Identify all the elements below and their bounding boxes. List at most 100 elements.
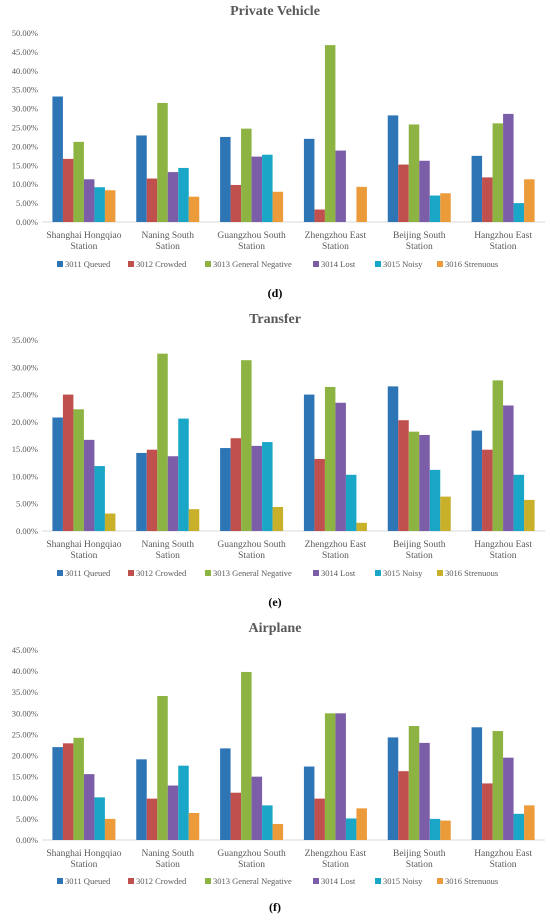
bar: [94, 797, 105, 840]
legend-swatch: [313, 878, 319, 884]
bar: [167, 456, 179, 531]
bar: [94, 187, 105, 222]
legend-label: 3016 Strenuous: [445, 259, 498, 269]
bar: [52, 96, 63, 222]
bar: [471, 430, 483, 531]
bar: [62, 158, 74, 222]
bar: [408, 431, 420, 531]
legend-swatch: [57, 878, 63, 884]
bar: [73, 737, 84, 840]
y-tick-label: 15.00%: [12, 160, 38, 170]
legend-label: 3016 Strenuous: [445, 568, 498, 578]
bar: [387, 115, 399, 222]
y-tick-label: 5.00%: [16, 499, 38, 509]
x-tick-label: Shanghai Hongqiao Station: [46, 540, 121, 561]
bar: [262, 442, 273, 531]
bar: [220, 748, 231, 840]
bar: [157, 353, 168, 531]
bar: [345, 474, 357, 531]
panel-label: (f): [269, 900, 281, 914]
bar: [73, 409, 84, 531]
bar: [492, 731, 504, 840]
bar: [62, 394, 74, 531]
bar: [356, 186, 367, 222]
legend-label: 3012 Crowded: [136, 259, 187, 269]
y-tick-label: 0.00%: [16, 217, 38, 227]
bar: [230, 184, 242, 222]
x-tick-label: Hangzhou East Station: [474, 540, 532, 561]
y-tick-label: 35.00%: [12, 687, 38, 697]
bar: [408, 726, 420, 840]
bar: [419, 160, 430, 222]
bar: [335, 713, 346, 840]
bar: [513, 813, 525, 840]
chart-title: Transfer: [249, 312, 301, 327]
bar: [471, 727, 483, 840]
bar: [482, 449, 493, 531]
bar: [440, 496, 451, 531]
legend-swatch: [128, 570, 134, 576]
bar: [73, 141, 84, 222]
y-tick-label: 5.00%: [16, 198, 38, 208]
bar: [524, 179, 535, 222]
bar: [157, 102, 168, 222]
bar: [136, 135, 147, 222]
legend-label: 3014 Lost: [321, 259, 356, 269]
bar: [241, 128, 252, 222]
bar: [178, 167, 189, 222]
legend-swatch: [57, 570, 63, 576]
y-tick-label: 0.00%: [16, 835, 38, 845]
legend-label: 3011 Queued: [65, 876, 111, 886]
bar: [262, 805, 273, 840]
bar: [104, 818, 116, 840]
legend-swatch: [313, 570, 319, 576]
bar: [220, 448, 231, 531]
bar: [303, 766, 315, 840]
legend-label: 3012 Crowded: [136, 568, 187, 578]
y-tick-label: 35.00%: [12, 335, 38, 345]
x-tick-label: Naning South Sation: [141, 849, 194, 870]
legend-swatch: [437, 878, 443, 884]
bar: [345, 818, 357, 840]
y-tick-label: 20.00%: [12, 751, 38, 761]
x-tick-label: Naning South Sation: [141, 540, 194, 561]
bar: [62, 743, 74, 840]
legend-label: 3015 Noisy: [383, 259, 423, 269]
bar: [136, 452, 147, 531]
bar: [419, 434, 430, 531]
legend-label: 3015 Noisy: [383, 568, 423, 578]
bar: [167, 172, 179, 222]
x-tick-label: Guangzhou South Station: [217, 231, 286, 252]
bar: [262, 154, 273, 222]
bar: [524, 805, 535, 840]
legend-label: 3013 General Negative: [213, 568, 292, 578]
bar: [167, 785, 179, 840]
legend-label: 3013 General Negative: [213, 876, 292, 886]
bar: [314, 458, 325, 531]
bar: [335, 150, 346, 222]
bar: [303, 394, 315, 531]
legend-label: 3013 General Negative: [213, 259, 292, 269]
bar: [241, 360, 252, 531]
y-tick-label: 35.00%: [12, 85, 38, 95]
bar: [52, 417, 63, 531]
y-tick-label: 30.00%: [12, 104, 38, 114]
y-tick-label: 30.00%: [12, 362, 38, 372]
bar: [492, 123, 504, 222]
legend-swatch: [313, 261, 319, 267]
chart-title: Private Vehicle: [230, 4, 320, 19]
bar: [335, 402, 346, 531]
bar: [178, 418, 189, 531]
y-tick-label: 30.00%: [12, 708, 38, 718]
bar: [272, 506, 284, 531]
bar: [440, 193, 451, 222]
chart-title: Airplane: [248, 621, 302, 636]
x-tick-label: Beijing South Station: [393, 231, 446, 252]
bar: [387, 386, 399, 531]
legend-label: 3014 Lost: [321, 876, 356, 886]
bar: [398, 420, 409, 531]
bar: [440, 820, 451, 840]
bar: [513, 203, 525, 222]
y-tick-label: 25.00%: [12, 729, 38, 739]
x-tick-label: Guangzhou South Station: [217, 540, 286, 561]
